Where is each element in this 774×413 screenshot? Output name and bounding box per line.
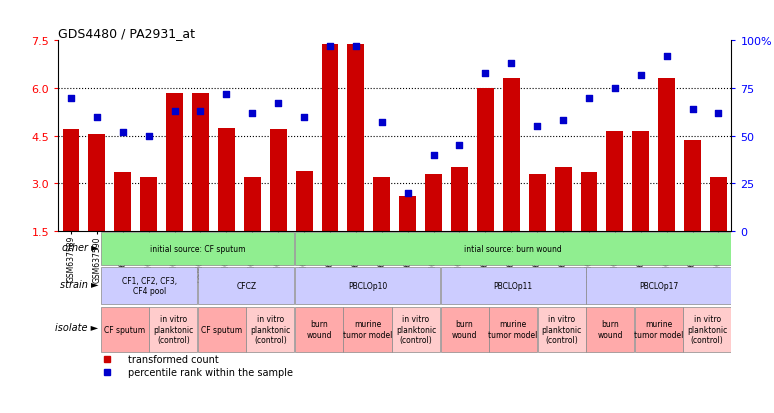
Point <box>194 108 207 115</box>
Bar <box>198 268 294 304</box>
Text: CFCZ: CFCZ <box>236 282 256 290</box>
Text: initial source: CF sputum: initial source: CF sputum <box>150 244 245 253</box>
Text: burn
wound: burn wound <box>598 320 623 339</box>
Bar <box>607 131 623 231</box>
Point <box>324 44 336 50</box>
Point <box>557 118 570 124</box>
Bar <box>586 268 731 304</box>
Point <box>142 133 155 140</box>
Point <box>169 108 181 115</box>
Bar <box>270 130 286 231</box>
Bar <box>683 307 731 352</box>
Text: PBCLOp17: PBCLOp17 <box>639 282 678 290</box>
Text: strain ►: strain ► <box>60 279 98 289</box>
Bar <box>710 178 727 231</box>
Bar <box>296 171 313 231</box>
Point <box>350 44 362 50</box>
Bar <box>192 93 209 231</box>
Bar <box>244 178 261 231</box>
Bar <box>399 197 416 231</box>
Bar <box>321 45 338 231</box>
Bar <box>295 268 440 304</box>
Point <box>583 95 595 102</box>
Bar <box>149 307 197 352</box>
Text: in vitro
planktonic
(control): in vitro planktonic (control) <box>153 315 194 344</box>
Bar <box>373 178 390 231</box>
Point <box>479 70 491 77</box>
Text: transformed count: transformed count <box>128 354 218 364</box>
Bar <box>586 307 634 352</box>
Bar <box>529 174 546 231</box>
Text: other ►: other ► <box>62 242 98 252</box>
Bar <box>658 79 675 231</box>
Text: in vitro
planktonic
(control): in vitro planktonic (control) <box>250 315 290 344</box>
Point <box>608 85 621 92</box>
Point <box>531 123 543 130</box>
Bar <box>392 307 440 352</box>
Bar <box>63 130 80 231</box>
Bar <box>218 128 235 231</box>
Bar <box>632 131 649 231</box>
Bar <box>538 307 586 352</box>
Text: in vitro
planktonic
(control): in vitro planktonic (control) <box>687 315 728 344</box>
Point <box>402 190 414 197</box>
Text: PBCLOp10: PBCLOp10 <box>348 282 387 290</box>
Bar <box>440 307 488 352</box>
Bar <box>684 141 701 231</box>
Text: murine
tumor model: murine tumor model <box>343 320 392 339</box>
Bar <box>295 233 731 265</box>
Text: burn
wound: burn wound <box>307 320 332 339</box>
Bar <box>101 233 294 265</box>
Point <box>91 114 103 121</box>
Point <box>220 91 232 98</box>
Text: PBCLOp11: PBCLOp11 <box>494 282 533 290</box>
Bar <box>580 173 598 231</box>
Text: burn
wound: burn wound <box>452 320 478 339</box>
Text: CF sputum: CF sputum <box>104 325 146 334</box>
Bar <box>477 89 494 231</box>
Bar <box>295 307 343 352</box>
Text: GDS4480 / PA2931_at: GDS4480 / PA2931_at <box>58 27 195 40</box>
Point <box>712 110 724 117</box>
Text: CF1, CF2, CF3,
CF4 pool: CF1, CF2, CF3, CF4 pool <box>122 276 176 296</box>
Point <box>660 53 673 60</box>
Bar <box>348 45 365 231</box>
Point <box>65 95 77 102</box>
Point <box>246 110 259 117</box>
Bar <box>503 79 519 231</box>
Text: in vitro
planktonic
(control): in vitro planktonic (control) <box>542 315 582 344</box>
Bar <box>115 173 132 231</box>
Text: in vitro
planktonic
(control): in vitro planktonic (control) <box>396 315 437 344</box>
Text: intial source: burn wound: intial source: burn wound <box>464 244 562 253</box>
Bar <box>140 178 157 231</box>
Point <box>454 142 466 149</box>
Bar <box>88 135 105 231</box>
Bar <box>246 307 294 352</box>
Bar <box>101 307 149 352</box>
Text: murine
tumor model: murine tumor model <box>634 320 683 339</box>
Point <box>687 107 699 113</box>
Text: CF sputum: CF sputum <box>201 325 242 334</box>
Point <box>505 61 518 67</box>
Point <box>117 129 129 136</box>
Point <box>635 72 647 79</box>
Bar <box>489 307 537 352</box>
Bar <box>425 174 442 231</box>
Bar <box>101 268 197 304</box>
Bar <box>555 168 571 231</box>
Text: percentile rank within the sample: percentile rank within the sample <box>128 367 293 377</box>
Point <box>375 120 388 126</box>
Text: murine
tumor model: murine tumor model <box>488 320 538 339</box>
Bar <box>440 268 586 304</box>
Bar <box>635 307 683 352</box>
Bar <box>344 307 392 352</box>
Bar <box>166 93 183 231</box>
Point <box>272 101 284 107</box>
Bar <box>451 168 468 231</box>
Point <box>427 152 440 159</box>
Point <box>298 114 310 121</box>
Text: isolate ►: isolate ► <box>56 322 98 332</box>
Bar <box>198 307 246 352</box>
